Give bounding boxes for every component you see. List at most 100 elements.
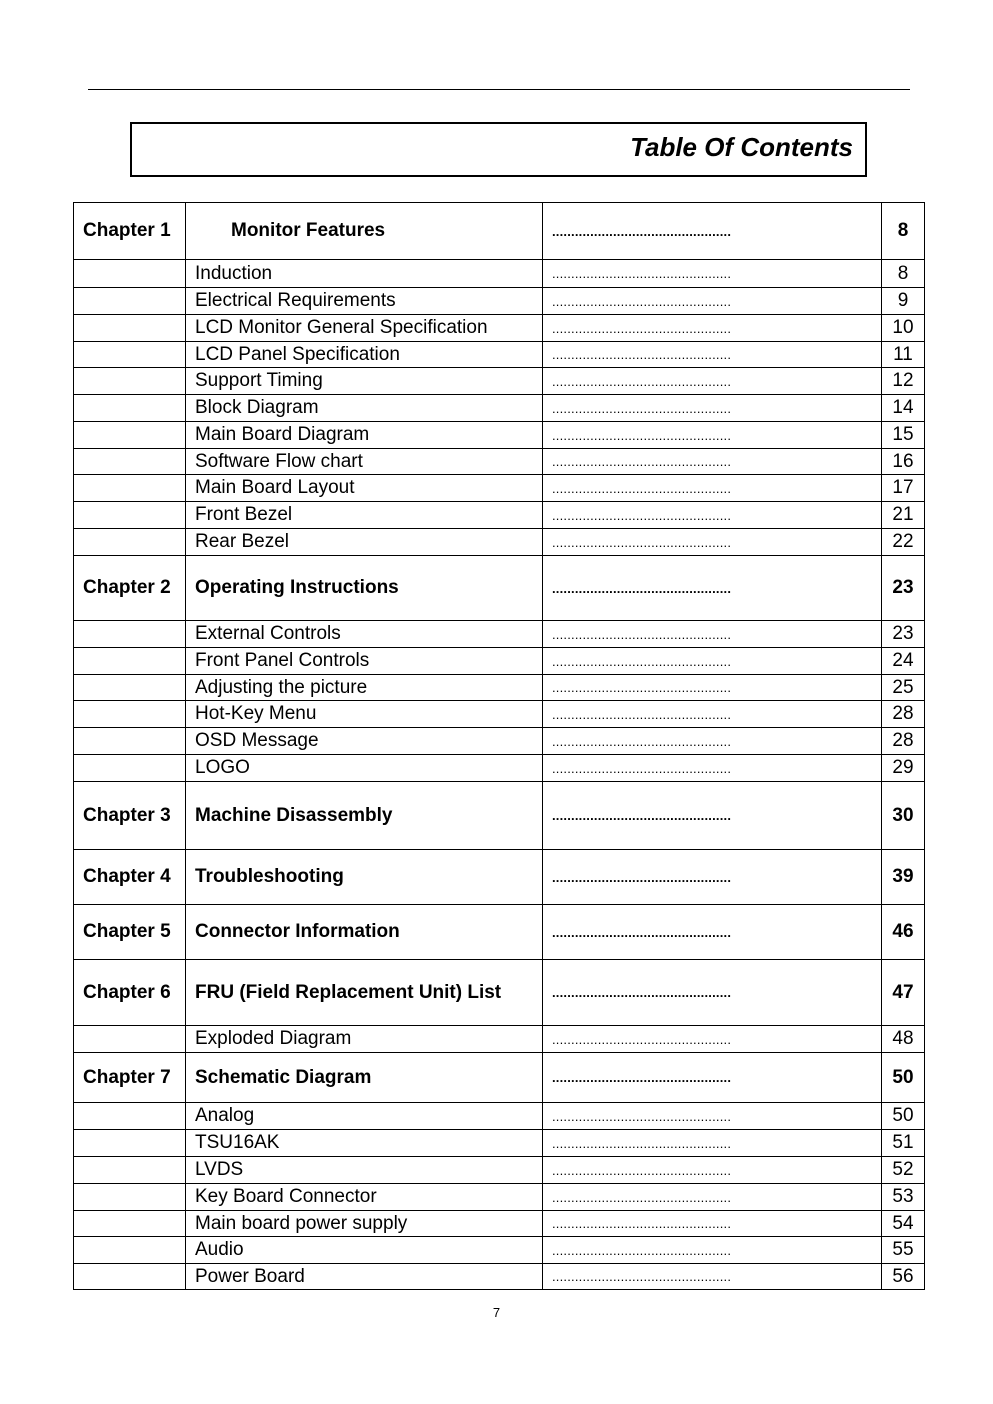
toc-row: Front Bezel.............................… (73, 501, 925, 529)
section-title: Hot-Key Menu (185, 700, 543, 728)
toc-row: External Controls.......................… (73, 620, 925, 648)
toc-row: TSU16AK.................................… (73, 1129, 925, 1157)
toc-row: Electrical Requirements.................… (73, 287, 925, 315)
chapter-label (73, 647, 186, 675)
header-rule (88, 89, 910, 90)
section-title: Power Board (185, 1263, 543, 1290)
dot-leader: ........................................… (542, 448, 882, 475)
toc-row: Block Diagram...........................… (73, 394, 925, 422)
section-title: Main board power supply (185, 1210, 543, 1237)
dot-leader: ........................................… (542, 1025, 882, 1053)
page-ref: 56 (881, 1263, 925, 1290)
chapter-label: Chapter 1 (73, 202, 186, 260)
section-title: LVDS (185, 1156, 543, 1184)
dot-leader: ........................................… (542, 754, 882, 782)
toc-chapter-row: Chapter 6 FRU (Field Replacement Unit) Li… (73, 959, 925, 1026)
chapter-label: Chapter 4 (73, 849, 186, 905)
page-ref: 47 (881, 959, 925, 1026)
toc-row: Key Board Connector.....................… (73, 1183, 925, 1211)
toc-chapter-row: Chapter 2 Operating Instructions.........… (73, 555, 925, 621)
dot-leader: ........................................… (542, 1102, 882, 1130)
section-title: Monitor Features (185, 202, 543, 260)
dot-leader: ........................................… (542, 674, 882, 701)
chapter-label: Chapter 5 (73, 904, 186, 960)
chapter-label (73, 1263, 186, 1290)
chapter-label (73, 394, 186, 422)
toc-row: Analog..................................… (73, 1102, 925, 1130)
chapter-label (73, 1129, 186, 1157)
dot-leader: ........................................… (542, 259, 882, 288)
section-title: Rear Bezel (185, 528, 543, 556)
toc-row: LCD Monitor General Specification.......… (73, 314, 925, 342)
chapter-label (73, 501, 186, 529)
page-number: 7 (492, 1305, 501, 1320)
dot-leader: ........................................… (542, 1263, 882, 1290)
section-title: Electrical Requirements (185, 287, 543, 315)
chapter-label: Chapter 2 (73, 555, 186, 621)
section-title: Front Bezel (185, 501, 543, 529)
section-title: Exploded Diagram (185, 1025, 543, 1053)
page-ref: 28 (881, 700, 925, 728)
toc-row: Adjusting the picture...................… (73, 674, 925, 701)
section-title: LCD Panel Specification (185, 341, 543, 368)
section-title: LOGO (185, 754, 543, 782)
section-title: External Controls (185, 620, 543, 648)
dot-leader: ........................................… (542, 727, 882, 755)
section-title: Main Board Layout (185, 474, 543, 502)
page-ref: 14 (881, 394, 925, 422)
chapter-label (73, 528, 186, 556)
dot-leader: ........................................… (542, 474, 882, 502)
page-ref: 53 (881, 1183, 925, 1211)
dot-leader: ........................................… (542, 1129, 882, 1157)
chapter-label (73, 727, 186, 755)
toc-row: Induction...............................… (73, 259, 925, 288)
dot-leader: ........................................… (542, 781, 882, 850)
chapter-label (73, 620, 186, 648)
section-title: LCD Monitor General Specification (185, 314, 543, 342)
toc-row: Audio...................................… (73, 1236, 925, 1264)
chapter-label (73, 448, 186, 475)
toc-chapter-row: Chapter 4 Troubleshooting................… (73, 849, 925, 905)
chapter-label (73, 674, 186, 701)
chapter-label (73, 1236, 186, 1264)
page-ref: 28 (881, 727, 925, 755)
section-title: Audio (185, 1236, 543, 1264)
section-title: FRU (Field Replacement Unit) List (185, 959, 543, 1026)
dot-leader: ........................................… (542, 287, 882, 315)
chapter-label (73, 1183, 186, 1211)
dot-leader: ........................................… (542, 1183, 882, 1211)
page-ref: 29 (881, 754, 925, 782)
section-title: Support Timing (185, 367, 543, 395)
toc-row: Hot-Key Menu............................… (73, 700, 925, 728)
dot-leader: ........................................… (542, 904, 882, 960)
toc-row: LVDS....................................… (73, 1156, 925, 1184)
page-ref: 22 (881, 528, 925, 556)
page-ref: 23 (881, 555, 925, 621)
page-ref: 16 (881, 448, 925, 475)
toc-table: Chapter 1 Monitor Features...............… (73, 202, 925, 1290)
dot-leader: ........................................… (542, 959, 882, 1026)
dot-leader: ........................................… (542, 1236, 882, 1264)
toc-chapter-row: Chapter 7 Schematic Diagram..............… (73, 1052, 925, 1103)
dot-leader: ........................................… (542, 341, 882, 368)
dot-leader: ........................................… (542, 314, 882, 342)
chapter-label (73, 367, 186, 395)
toc-row: Front Panel Controls....................… (73, 647, 925, 675)
chapter-label: Chapter 6 (73, 959, 186, 1026)
dot-leader: ........................................… (542, 849, 882, 905)
dot-leader: ........................................… (542, 1052, 882, 1103)
section-title: Operating Instructions (185, 555, 543, 621)
toc-row: Main Board Diagram......................… (73, 421, 925, 449)
dot-leader: ........................................… (542, 501, 882, 529)
section-title: Analog (185, 1102, 543, 1130)
toc-chapter-row: Chapter 5 Connector Information..........… (73, 904, 925, 960)
toc-row: Main Board Layout.......................… (73, 474, 925, 502)
dot-leader: ........................................… (542, 555, 882, 621)
chapter-label (73, 314, 186, 342)
toc-row: Support Timing..........................… (73, 367, 925, 395)
chapter-label (73, 1210, 186, 1237)
dot-leader: ........................................… (542, 202, 882, 260)
toc-chapter-row: Chapter 3 Machine Disassembly............… (73, 781, 925, 850)
page-ref: 51 (881, 1129, 925, 1157)
dot-leader: ........................................… (542, 1210, 882, 1237)
